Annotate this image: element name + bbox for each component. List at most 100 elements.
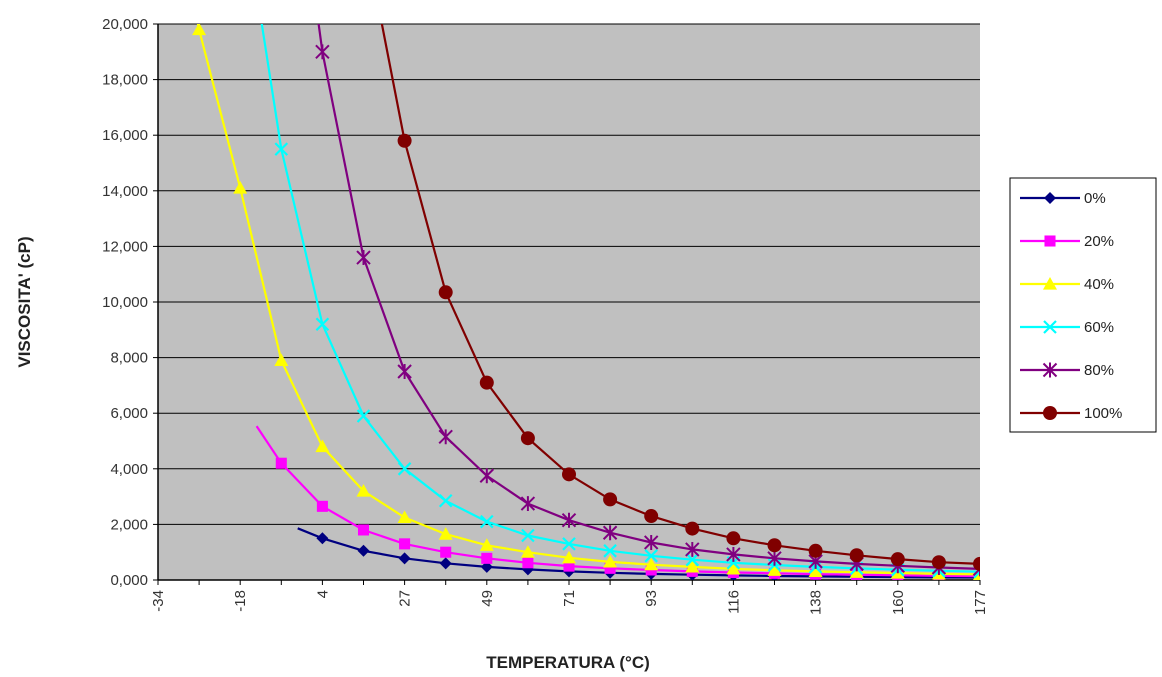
data-point bbox=[685, 521, 700, 536]
x-tick-labels: -34 -18 4 27 49 71 93 116 138 160 177 bbox=[150, 590, 989, 615]
legend-item: 60% bbox=[1020, 319, 1114, 336]
legend-item: 20% bbox=[1020, 233, 1114, 250]
data-point bbox=[398, 552, 411, 565]
data-point bbox=[479, 375, 494, 390]
y-tick-label: 18,000 bbox=[102, 72, 148, 89]
y-tick-labels: 0,000 2,000 4,000 6,000 8,000 10,000 12,000 14,… bbox=[102, 16, 148, 589]
data-point bbox=[316, 532, 329, 545]
y-tick-label: 16,000 bbox=[102, 127, 148, 144]
legend-marker bbox=[1042, 362, 1058, 378]
series-lines bbox=[192, 24, 980, 580]
legend-marker bbox=[1043, 406, 1057, 420]
legend-marker bbox=[1044, 192, 1056, 204]
data-point bbox=[726, 546, 741, 562]
data-point bbox=[890, 552, 905, 567]
legend-label: 80% bbox=[1084, 362, 1114, 379]
data-point bbox=[479, 468, 495, 484]
data-point bbox=[397, 510, 412, 524]
data-point bbox=[275, 457, 287, 469]
data-point bbox=[440, 546, 452, 558]
data-point bbox=[439, 557, 452, 570]
legend-marker bbox=[1043, 320, 1057, 334]
data-point bbox=[644, 549, 658, 563]
data-point bbox=[480, 514, 494, 529]
legend-item: 80% bbox=[1020, 362, 1114, 379]
legend-label: 20% bbox=[1084, 233, 1114, 250]
legend-item: 0% bbox=[1020, 190, 1106, 207]
y-tick-label: 10,000 bbox=[102, 294, 148, 311]
x-tick-label: 160 bbox=[890, 590, 907, 615]
legend-item: 40% bbox=[1020, 276, 1114, 293]
data-point bbox=[520, 545, 535, 558]
y-tick-label: 14,000 bbox=[102, 183, 148, 200]
data-point bbox=[849, 565, 864, 578]
legend-label: 60% bbox=[1084, 319, 1114, 336]
data-point bbox=[562, 467, 576, 482]
legend-marker bbox=[1043, 277, 1057, 290]
data-point bbox=[479, 538, 494, 551]
x-axis-title: TEMPERATURA (°C) bbox=[486, 653, 650, 672]
legend-label: 40% bbox=[1084, 276, 1114, 293]
y-tick-label: 20,000 bbox=[102, 16, 148, 33]
data-point bbox=[397, 364, 412, 379]
data-point bbox=[685, 541, 700, 557]
y-axis-title: VISCOSITA' (cP) bbox=[15, 236, 34, 367]
data-point bbox=[356, 484, 371, 497]
data-point bbox=[603, 492, 618, 507]
data-point bbox=[767, 550, 782, 566]
data-point bbox=[931, 555, 946, 570]
x-tick-label: 93 bbox=[643, 590, 660, 607]
data-point bbox=[274, 142, 289, 156]
legend-item: 100% bbox=[1020, 405, 1122, 422]
data-point bbox=[561, 512, 577, 528]
series-line bbox=[317, 24, 980, 570]
data-point bbox=[480, 560, 493, 573]
data-point bbox=[563, 560, 575, 572]
data-point bbox=[643, 534, 659, 550]
data-point bbox=[481, 552, 493, 564]
x-tick-label: -34 bbox=[150, 590, 167, 612]
data-point bbox=[603, 544, 617, 558]
data-point bbox=[438, 285, 453, 300]
x-tick-label: 71 bbox=[561, 590, 578, 607]
data-point bbox=[644, 557, 659, 571]
data-point bbox=[808, 564, 823, 577]
data-point bbox=[192, 24, 207, 36]
data-point bbox=[604, 562, 616, 574]
x-tick-label: -18 bbox=[232, 590, 249, 612]
series-line bbox=[297, 527, 980, 579]
data-point bbox=[399, 538, 411, 550]
data-point bbox=[397, 133, 412, 148]
y-tick-label: 8,000 bbox=[110, 350, 148, 367]
x-tick-label: 49 bbox=[479, 590, 496, 607]
data-point bbox=[562, 550, 576, 564]
data-point bbox=[233, 181, 248, 194]
data-point bbox=[521, 528, 535, 543]
legend-label: 100% bbox=[1084, 405, 1122, 422]
legend-label: 0% bbox=[1084, 190, 1106, 207]
data-point bbox=[562, 537, 576, 551]
data-point bbox=[357, 524, 370, 536]
y-tick-label: 12,000 bbox=[102, 238, 148, 255]
data-point bbox=[438, 493, 453, 508]
data-point bbox=[520, 431, 535, 446]
data-point bbox=[685, 552, 700, 567]
series-100pct bbox=[380, 24, 980, 571]
data-point bbox=[315, 44, 330, 60]
legend-marker bbox=[1044, 235, 1056, 247]
series-40pct bbox=[192, 24, 980, 580]
x-tick-label: 4 bbox=[314, 590, 331, 598]
y-tick-label: 4,000 bbox=[110, 461, 148, 478]
x-tick-label: 116 bbox=[725, 590, 742, 614]
data-point bbox=[767, 563, 782, 576]
data-point bbox=[726, 531, 741, 546]
x-tick-label: 177 bbox=[972, 590, 989, 615]
data-point bbox=[602, 525, 618, 541]
legend-box bbox=[1009, 177, 1157, 433]
data-point bbox=[644, 509, 659, 524]
data-point bbox=[315, 317, 330, 332]
data-point bbox=[356, 250, 371, 265]
data-point bbox=[274, 353, 289, 366]
data-point bbox=[397, 462, 412, 476]
